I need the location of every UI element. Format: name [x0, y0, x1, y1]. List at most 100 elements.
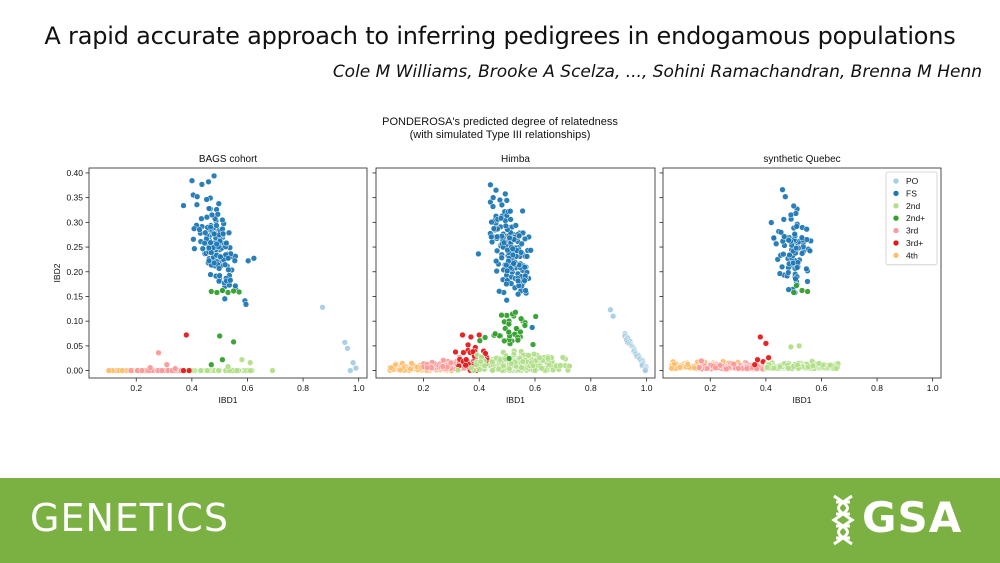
data-point-FS: [770, 234, 777, 242]
data-point-3rd-plus: [462, 362, 469, 369]
data-point-2nd: [496, 356, 504, 363]
data-point-2nd: [489, 367, 496, 374]
data-point-FS: [504, 246, 511, 254]
data-point-FS: [208, 211, 216, 219]
data-point-2nd: [557, 362, 564, 369]
data-point-2nd: [481, 362, 488, 369]
data-point-FS: [188, 177, 196, 184]
data-point-FS: [496, 288, 503, 295]
data-point-2nd: [815, 360, 823, 367]
data-point-3rd-plus: [482, 350, 489, 357]
y-tick-label: 0.10: [66, 316, 83, 326]
data-point-PO: [349, 359, 357, 366]
data-point-3rd: [696, 364, 703, 371]
data-point-FS: [231, 257, 238, 264]
data-point-FS: [517, 249, 525, 256]
legend-label: 2nd+: [906, 213, 925, 223]
x-tick-label: 0.8: [297, 383, 309, 393]
data-point-FS: [794, 264, 801, 271]
data-point-FS: [521, 264, 528, 271]
data-point-FS: [509, 251, 517, 259]
data-point-2nd: [796, 342, 803, 350]
data-point-4th: [408, 360, 415, 367]
data-point-FS: [493, 233, 501, 240]
data-point-2nd-plus: [498, 312, 505, 319]
y-tick-label: 0.30: [66, 217, 83, 227]
data-point-2nd-plus: [790, 289, 797, 296]
data-point-FS: [205, 178, 212, 185]
data-point-FS: [781, 233, 788, 240]
slide-title: A rapid accurate approach to inferring p…: [44, 22, 956, 50]
data-point-FS: [213, 240, 220, 248]
data-point-3rd-plus: [762, 340, 770, 347]
data-point-FS: [211, 230, 218, 238]
data-point-2nd: [566, 362, 573, 370]
legend-marker: [892, 177, 900, 185]
data-point-PO: [609, 313, 617, 320]
legend-label: FS: [906, 188, 917, 198]
data-point-FS: [203, 196, 210, 203]
legend-marker: [892, 215, 900, 222]
data-point-PO: [341, 339, 348, 346]
data-point-FS: [490, 194, 497, 201]
x-tick-label: 0.4: [186, 383, 198, 393]
data-point-2nd-plus: [514, 337, 522, 344]
data-point-FS: [191, 245, 198, 252]
data-point-FS: [804, 278, 811, 285]
panel-frame: [375, 167, 656, 379]
data-point-FS: [785, 286, 792, 293]
data-point-3rd: [424, 364, 431, 371]
data-point-2nd-plus: [230, 338, 237, 346]
data-point-FS: [507, 208, 514, 215]
x-tick-label: 0.2: [704, 383, 716, 393]
legend-marker: [892, 239, 900, 247]
journal-footer-banner: GENETICS GSA: [0, 478, 1000, 563]
data-point-3rd-plus: [765, 354, 772, 361]
data-point-2nd-plus: [517, 315, 525, 322]
data-point-FS: [489, 203, 497, 210]
y-axis-label: IBD2: [52, 263, 62, 282]
data-point-FS: [205, 257, 213, 264]
y-tick-label: 0.40: [66, 168, 83, 178]
data-point-FS: [223, 239, 230, 247]
data-point-FS: [213, 222, 220, 229]
data-point-2nd-plus: [798, 287, 806, 294]
data-point-FS: [217, 253, 224, 260]
data-point-4th: [119, 367, 126, 374]
data-point-4th: [684, 361, 691, 368]
data-point-FS: [514, 277, 522, 285]
x-tick-label: 1.0: [927, 383, 939, 393]
data-point-2nd-plus: [230, 287, 237, 295]
data-point-3rd: [163, 361, 170, 368]
data-point-FS: [180, 202, 187, 209]
data-point-FS: [780, 216, 787, 223]
data-point-3rd-plus: [751, 361, 758, 368]
data-point-2nd: [536, 354, 543, 361]
data-point-2nd: [529, 362, 537, 369]
author-list: Cole M Williams, Brooke A Scelza, ..., S…: [332, 62, 982, 82]
data-point-2nd: [833, 365, 840, 372]
data-point-3rd: [439, 363, 446, 370]
data-point-FS: [521, 277, 528, 284]
data-point-FS: [798, 250, 806, 257]
x-axis-label: IBD1: [506, 395, 525, 405]
data-point-3rd-plus: [460, 349, 467, 356]
data-point-2nd-plus: [512, 309, 519, 316]
figure-title-line-2: (with simulated Type III relationships): [409, 129, 591, 141]
data-point-FS: [510, 260, 517, 267]
data-point-2nd: [247, 359, 254, 366]
legend-label: 4th: [906, 250, 918, 260]
data-point-FS: [216, 272, 223, 279]
data-point-FS: [201, 239, 208, 247]
data-point-FS: [493, 257, 500, 265]
data-point-FS: [502, 222, 509, 230]
data-point-2nd: [770, 364, 778, 372]
y-tick-label: 0.00: [66, 366, 83, 376]
data-point-2nd: [809, 362, 817, 369]
x-tick-label: 0.6: [529, 383, 541, 393]
data-point-3rd: [447, 359, 454, 366]
data-point-2nd-plus: [219, 287, 226, 294]
data-point-FS: [503, 297, 510, 304]
data-point-2nd-plus: [216, 332, 223, 340]
data-point-FS: [506, 234, 513, 242]
